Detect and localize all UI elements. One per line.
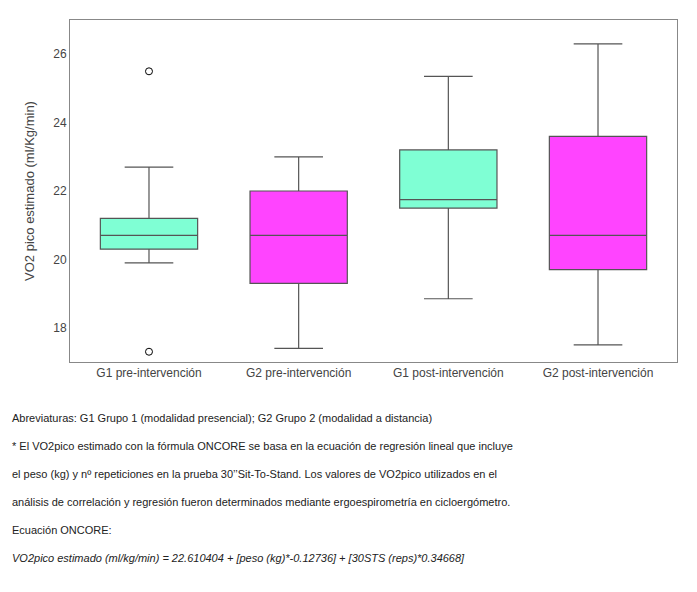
svg-text:Ecuación ONCORE:: Ecuación ONCORE:	[12, 524, 112, 536]
svg-text:G2 post-intervención: G2 post-intervención	[543, 366, 654, 380]
svg-text:VO2pico estimado (ml/kg/min) =: VO2pico estimado (ml/kg/min) = 22.610404…	[12, 552, 465, 564]
svg-text:* El VO2pico estimado con la f: * El VO2pico estimado con la fórmula ONC…	[12, 440, 513, 452]
svg-text:VO2 pico estimado (ml/Kg/min): VO2 pico estimado (ml/Kg/min)	[22, 101, 37, 281]
svg-text:Abreviaturas: G1 Grupo 1 (moda: Abreviaturas: G1 Grupo 1 (modalidad pres…	[12, 412, 432, 424]
svg-text:el peso (kg) y nº repeticiones: el peso (kg) y nº repeticiones en la pru…	[12, 468, 497, 480]
svg-text:22: 22	[53, 184, 67, 198]
svg-text:G2 pre-intervención: G2 pre-intervención	[246, 366, 351, 380]
svg-text:análisis de correlación y regr: análisis de correlación y regresión fuer…	[12, 496, 510, 508]
svg-text:20: 20	[53, 253, 67, 267]
svg-text:G1 pre-intervención: G1 pre-intervención	[96, 366, 201, 380]
svg-text:G1 post-intervención: G1 post-intervención	[393, 366, 504, 380]
svg-text:18: 18	[53, 321, 67, 335]
svg-text:24: 24	[53, 116, 67, 130]
svg-text:26: 26	[53, 47, 67, 61]
